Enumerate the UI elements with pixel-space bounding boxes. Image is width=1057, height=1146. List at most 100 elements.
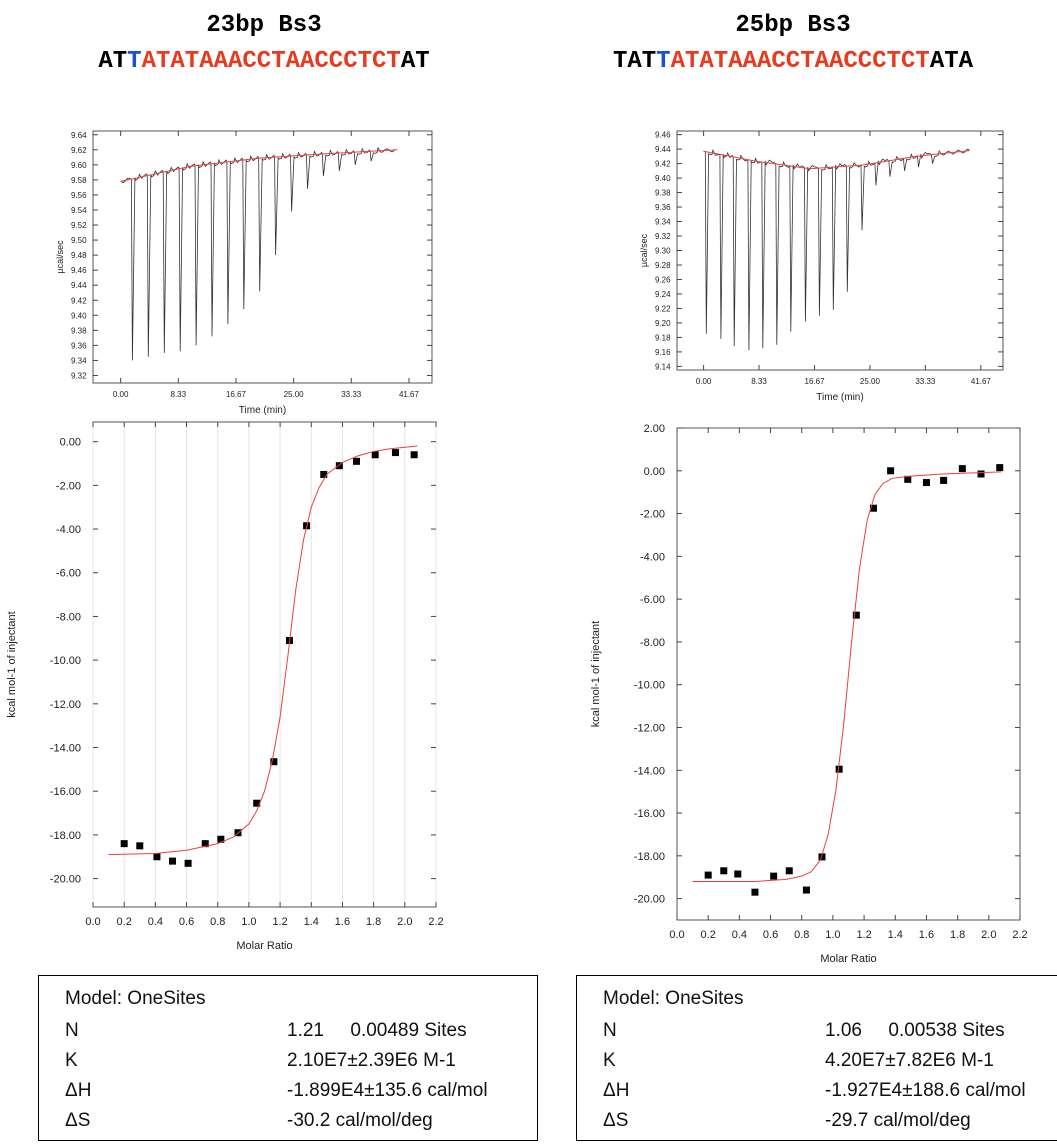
y-tick-label: 9.38 bbox=[655, 189, 671, 198]
param-value: -1.899E4±135.6 cal/mol bbox=[287, 1080, 488, 1101]
y-tick-label: -18.00 bbox=[634, 851, 665, 863]
y-axis-label: µcal/sec bbox=[639, 233, 649, 267]
x-tick-label: 25.00 bbox=[860, 377, 881, 386]
y-tick-label: -2.00 bbox=[56, 480, 81, 492]
plot-frame bbox=[92, 421, 437, 908]
right-panel: 25bp Bs3 TATTATATAAACCTAACCCTCTATA 0.00 8… bbox=[529, 0, 1057, 1146]
x-tick-label: 0.2 bbox=[117, 916, 132, 928]
y-tick-label: 2.00 bbox=[644, 423, 665, 435]
x-tick-label: 0.0 bbox=[669, 929, 684, 941]
sequence-blue-base: T bbox=[127, 48, 142, 75]
data-point bbox=[270, 758, 278, 766]
param-value: 1.21 0.00489 Sites bbox=[287, 1020, 467, 1041]
binding-isotherm-chart: 0.0 0.2 0.4 0.6 0.8 1.0 1.2 1.4 1.6 1.8 2.0 2.2 2.00… bbox=[590, 423, 1028, 965]
y-tick-label: -14.00 bbox=[50, 743, 81, 755]
y-tick-label: 9.58 bbox=[71, 176, 87, 185]
data-point bbox=[977, 470, 985, 478]
param-row: ΔS -29.7 cal/mol/deg bbox=[603, 1110, 1057, 1138]
y-tick-label: 9.16 bbox=[655, 348, 671, 357]
param-value: -29.7 cal/mol/deg bbox=[825, 1110, 971, 1131]
param-name: K bbox=[65, 1050, 78, 1071]
fit-parameters-box: Model: OneSites N 1.06 0.00538 Sites K 4.2… bbox=[576, 975, 1057, 1141]
x-tick-label: 1.6 bbox=[335, 916, 350, 928]
x-tick-label: 1.8 bbox=[950, 929, 965, 941]
data-point bbox=[136, 842, 144, 850]
data-point bbox=[852, 611, 860, 619]
raw-thermogram-chart: 0.00 8.33 16.67 25.00 33.33 41.67 9.64 9.62 9.60… bbox=[55, 130, 433, 416]
x-tick-label: 0.6 bbox=[179, 916, 194, 928]
x-tick-label: 1.4 bbox=[888, 929, 903, 941]
y-tick-label: -8.00 bbox=[56, 611, 81, 623]
panel-title: 23bp Bs3 bbox=[206, 12, 322, 39]
param-name: N bbox=[65, 1020, 79, 1041]
data-point bbox=[720, 867, 728, 875]
data-point bbox=[391, 449, 399, 457]
x-tick-label: 1.6 bbox=[919, 929, 934, 941]
y-tick-label: 9.36 bbox=[655, 203, 671, 212]
y-tick-label: 9.28 bbox=[655, 261, 671, 270]
data-point bbox=[120, 840, 128, 848]
plot-frame bbox=[676, 130, 1004, 371]
data-point bbox=[785, 867, 793, 875]
param-row: K 4.20E7±7.82E6 M-1 bbox=[603, 1050, 1057, 1078]
x-tick-label: 33.33 bbox=[341, 390, 362, 399]
y-tick-label: 9.48 bbox=[71, 251, 87, 260]
x-tick-label: 0.2 bbox=[701, 929, 716, 941]
y-tick-label: 9.60 bbox=[71, 161, 87, 170]
data-point bbox=[869, 504, 877, 512]
x-tick-label: 0.4 bbox=[732, 929, 747, 941]
y-tick-label: -4.00 bbox=[56, 524, 81, 536]
x-tick-label: 1.2 bbox=[272, 916, 287, 928]
x-tick-label: 8.33 bbox=[171, 390, 187, 399]
sequence-prefix: TAT bbox=[612, 48, 657, 75]
x-tick-label: 41.67 bbox=[971, 377, 992, 386]
y-axis-label: kcal mol-1 of injectant bbox=[590, 621, 602, 727]
y-tick-label: -6.00 bbox=[56, 568, 81, 580]
y-tick-label: -4.00 bbox=[640, 551, 665, 563]
x-tick-label: 16.67 bbox=[805, 377, 826, 386]
y-tick-label: 9.54 bbox=[71, 206, 87, 215]
data-point bbox=[153, 853, 161, 861]
param-value: 1.06 0.00538 Sites bbox=[825, 1020, 1005, 1041]
y-tick-label: 9.42 bbox=[655, 160, 671, 169]
x-tick-label: 0.0 bbox=[85, 916, 100, 928]
data-point bbox=[734, 870, 742, 878]
data-point bbox=[940, 476, 948, 484]
x-tick-label: 0.00 bbox=[696, 377, 712, 386]
param-name: N bbox=[603, 1020, 617, 1041]
sequence-red-core: ATATAAACCTAACCCTCT bbox=[141, 48, 401, 75]
fit-curve bbox=[692, 471, 1002, 882]
y-tick-label: -6.00 bbox=[640, 594, 665, 606]
data-point bbox=[184, 859, 192, 867]
x-tick-label: 1.2 bbox=[856, 929, 871, 941]
y-tick-label: 0.00 bbox=[644, 466, 665, 478]
y-tick-label: 9.32 bbox=[71, 371, 87, 380]
x-tick-label: 1.0 bbox=[241, 916, 256, 928]
data-point bbox=[904, 475, 912, 483]
left-panel: 23bp Bs3 ATTATATAAACCTAACCCTCTAT 0.00 8.3… bbox=[0, 0, 538, 1146]
x-tick-label: 2.2 bbox=[428, 916, 443, 928]
y-tick-label: -14.00 bbox=[634, 765, 665, 777]
sequence-suffix: ATA bbox=[929, 48, 974, 75]
y-tick-label: 9.22 bbox=[655, 304, 671, 313]
y-tick-label: -16.00 bbox=[634, 808, 665, 820]
x-tick-label: 2.0 bbox=[981, 929, 996, 941]
data-point bbox=[818, 853, 826, 861]
y-tick-label: 9.44 bbox=[71, 281, 87, 290]
raw-thermogram-chart: 0.00 8.33 16.67 25.00 33.33 41.67 9.46 9.44 9.42… bbox=[639, 130, 1004, 403]
param-name: ΔS bbox=[65, 1110, 91, 1131]
y-tick-label: 9.30 bbox=[655, 247, 671, 256]
data-point bbox=[996, 464, 1004, 472]
param-row: K 2.10E7±2.39E6 M-1 bbox=[65, 1050, 527, 1078]
y-tick-label: -16.00 bbox=[50, 786, 81, 798]
param-value: -1.927E4±188.6 cal/mol bbox=[825, 1080, 1026, 1101]
x-axis-label: Time (min) bbox=[239, 405, 286, 416]
sequence-prefix: AT bbox=[98, 48, 128, 75]
x-tick-label: 1.0 bbox=[825, 929, 840, 941]
data-point bbox=[770, 872, 778, 880]
y-axis-label: µcal/sec bbox=[55, 240, 65, 274]
param-model: Model: OneSites bbox=[603, 988, 1057, 1016]
y-tick-label: 9.42 bbox=[71, 296, 87, 305]
data-point bbox=[802, 886, 810, 894]
raw-trace bbox=[120, 146, 396, 361]
